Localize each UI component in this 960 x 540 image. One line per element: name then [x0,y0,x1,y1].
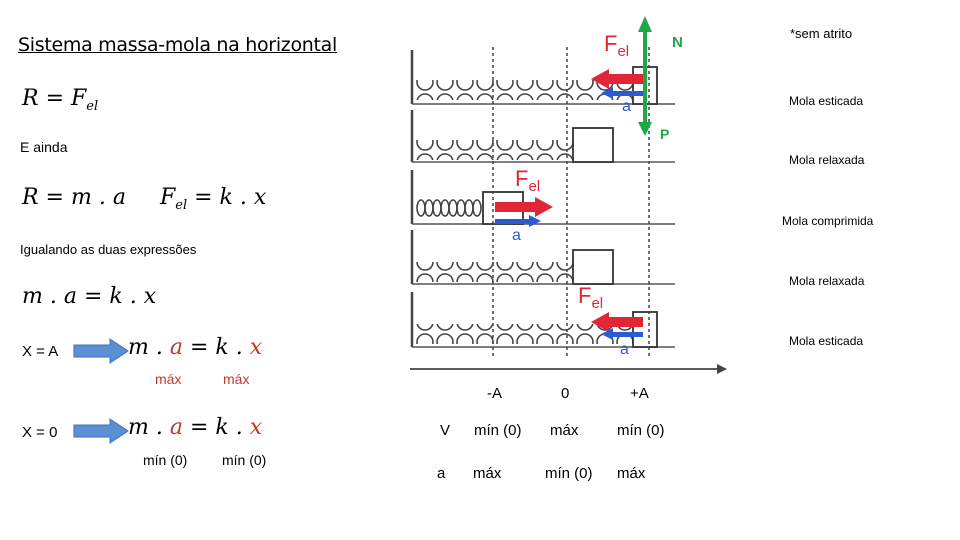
fel-label-3: Fel [515,166,541,195]
state-label-3: Mola comprimida [782,214,874,228]
spring-mass-diagram [410,16,727,374]
case-0-equation: m . a = k . x [128,415,263,440]
table-cell: máx [550,422,579,439]
accel-label-5: a [620,341,629,358]
table-cell: mín (0) [617,422,665,439]
spring-compressed [416,199,482,217]
right-arrow-icon [73,338,129,364]
igualando-text: Igualando as duas expressões [20,242,197,257]
accel-label-3: a [512,227,521,244]
state-label-2: Mola relaxada [789,153,865,167]
no-friction-note: *sem atrito [790,26,853,41]
fel-label-5: Fel [578,283,604,312]
state-label-5: Mola esticada [789,334,864,348]
case-0-under-x: mín (0) [222,452,267,468]
table-cell: máx [473,465,502,482]
equation-combined: m . a = k . x [22,284,157,309]
axis-tick-plus-a: +A [630,385,649,402]
normal-force-arrowhead-icon [638,16,652,32]
axis-tick-zero: 0 [561,385,570,402]
spring-relaxed-2 [415,262,575,282]
case-0-under-a: mín (0) [143,452,188,468]
fel-arrow-1 [607,74,643,84]
accel-label-1: a [622,98,631,115]
weight-label: P [660,126,670,142]
right-arrow-icon [73,418,129,444]
weight-arrowhead-icon [638,122,652,136]
state-label-4: Mola relaxada [789,274,865,288]
equation-newton: R = m . a [22,185,126,210]
spring-relaxed-1 [415,140,575,160]
equation-r-equals-fel: R = Fel [22,86,99,114]
accel-arrow-5 [611,332,643,337]
case-a-under-x: máx [223,371,250,387]
accel-arrow-1 [611,91,643,96]
axis-tick-minus-a: -A [487,385,502,402]
mass-block-2 [572,127,614,163]
case-a-under-a: máx [155,371,182,387]
fel-arrow-3 [495,202,535,212]
table-row-label-v: V [440,422,451,439]
normal-force-label: N [672,34,683,51]
case-a-equation: m . a = k . x [128,335,263,360]
mass-block-4 [572,249,614,285]
e-ainda-text: E ainda [20,139,68,155]
accel-arrow-3 [495,219,530,224]
slide-title: Sistema massa-mola na horizontal [18,34,338,56]
spring-stretched-2 [415,324,633,344]
fel-arrow-5 [607,317,643,327]
case-a-label: X = A [22,343,59,360]
axis-arrowhead-icon [717,364,727,374]
fel-label-1: Fel [604,31,630,60]
mass-block-5 [632,311,658,348]
reference-lines [492,47,650,357]
case-0-label: X = 0 [22,424,58,441]
floor-lines [412,103,675,348]
table-cell: mín (0) [474,422,522,439]
equation-hooke: Fel = k . x [160,185,267,213]
spring-stretched-1 [415,80,633,100]
state-label-1: Mola esticada [789,94,864,108]
table-row-label-a: a [437,465,446,482]
table-cell: mín (0) [545,465,593,482]
table-cell: máx [617,465,646,482]
